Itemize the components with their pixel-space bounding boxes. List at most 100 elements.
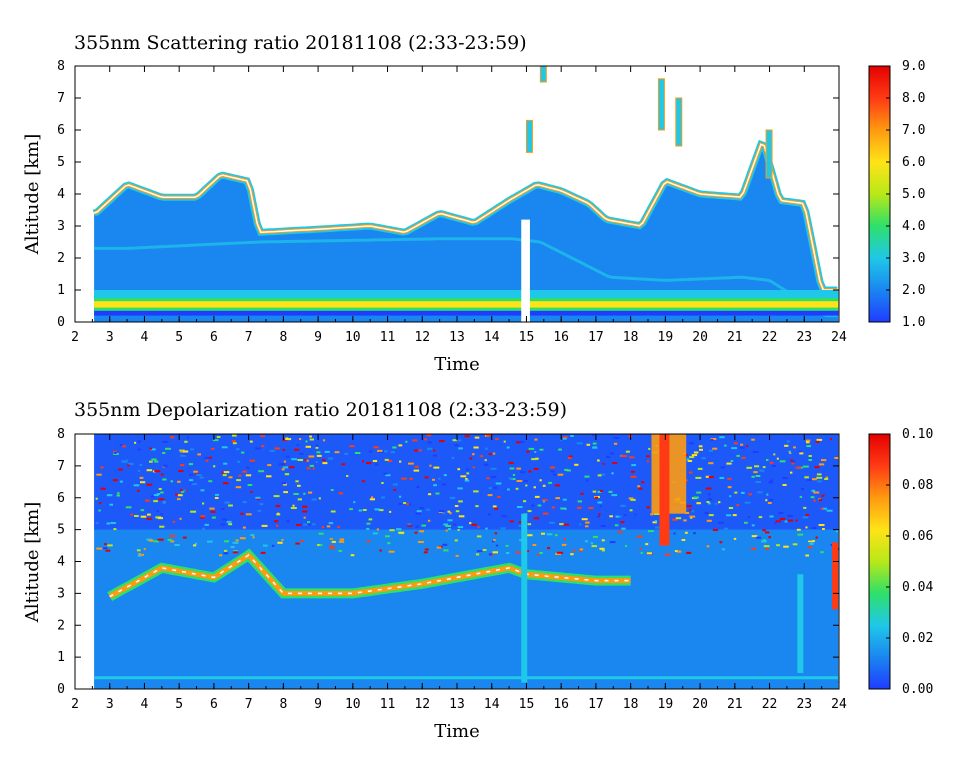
noise-speckle	[139, 463, 143, 466]
noise-speckle	[443, 549, 449, 552]
noise-speckle	[581, 518, 588, 521]
noise-speckle	[802, 516, 809, 519]
noise-speckle	[773, 453, 776, 456]
noise-speckle	[377, 449, 383, 452]
noise-speckle	[563, 507, 567, 510]
noise-speckle	[706, 519, 712, 522]
noise-speckle	[224, 501, 230, 504]
noise-speckle	[810, 496, 815, 499]
noise-speckle	[121, 460, 126, 463]
noise-speckle	[117, 492, 120, 495]
noise-speckle	[592, 446, 597, 449]
noise-speckle	[782, 477, 788, 480]
noise-speckle	[389, 529, 395, 532]
y-tick-label: 6	[57, 491, 65, 506]
noise-speckle	[362, 460, 364, 463]
noise-speckle	[303, 516, 306, 519]
noise-speckle	[542, 484, 546, 487]
noise-speckle	[465, 478, 468, 480]
noise-speckle	[488, 453, 492, 456]
noise-speckle	[283, 491, 288, 494]
noise-speckle	[127, 464, 130, 467]
noise-speckle	[584, 475, 590, 478]
y-tick-label: 1	[57, 283, 65, 298]
noise-speckle	[507, 488, 510, 491]
noise-speckle	[122, 445, 127, 448]
noise-speckle	[197, 453, 201, 456]
noise-speckle	[719, 436, 725, 439]
noise-speckle	[704, 512, 709, 515]
noise-speckle	[655, 526, 660, 529]
noise-speckle	[527, 510, 532, 513]
noise-speckle	[389, 510, 392, 513]
noise-speckle	[318, 497, 321, 500]
noise-speckle	[769, 461, 774, 464]
noise-speckle	[712, 529, 718, 531]
noise-speckle	[300, 540, 304, 543]
noise-speckle	[592, 535, 598, 538]
y-tick-label: 8	[57, 59, 65, 74]
noise-speckle	[805, 526, 808, 529]
noise-speckle	[290, 507, 297, 509]
noise-speckle	[368, 450, 373, 453]
noise-speckle	[210, 510, 216, 513]
noise-speckle	[477, 526, 480, 529]
noise-speckle	[719, 477, 725, 479]
noise-speckle	[518, 525, 524, 527]
noise-speckle	[413, 449, 418, 452]
noise-speckle	[381, 482, 384, 484]
x-tick-label: 12	[414, 697, 430, 712]
noise-speckle	[426, 542, 432, 545]
noise-speckle	[533, 486, 536, 489]
noise-speckle	[205, 459, 209, 462]
noise-speckle	[630, 470, 635, 473]
noise-speckle	[242, 526, 246, 529]
x-tick-label: 24	[831, 697, 847, 712]
noise-speckle	[309, 464, 314, 467]
noise-speckle	[751, 535, 758, 538]
noise-speckle	[818, 463, 825, 466]
noise-speckle	[646, 552, 653, 555]
noise-speckle	[157, 517, 163, 520]
noise-speckle	[713, 535, 719, 538]
noise-speckle	[457, 487, 463, 490]
noise-speckle	[252, 536, 255, 539]
noise-speckle	[184, 440, 188, 443]
noise-speckle	[554, 484, 560, 487]
noise-speckle	[789, 452, 792, 455]
noise-speckle	[398, 503, 402, 505]
noise-speckle	[219, 554, 223, 557]
noise-speckle	[557, 473, 564, 476]
noise-speckle	[175, 493, 179, 496]
noise-speckle	[497, 496, 501, 498]
x-tick-label: 10	[345, 330, 361, 345]
noise-speckle	[585, 525, 589, 528]
noise-speckle	[805, 554, 809, 557]
noise-speckle	[472, 453, 475, 456]
noise-speckle	[710, 438, 714, 441]
noise-speckle	[315, 446, 319, 449]
noise-speckle	[751, 438, 755, 441]
noise-speckle	[405, 440, 408, 443]
noise-speckle	[765, 548, 769, 551]
noise-speckle	[762, 539, 766, 542]
noise-speckle	[156, 510, 160, 513]
noise-speckle	[491, 554, 494, 557]
y-tick-label: 8	[57, 427, 65, 442]
noise-speckle	[539, 448, 544, 451]
noise-speckle	[188, 463, 193, 466]
noise-speckle	[393, 489, 397, 491]
noise-speckle	[600, 525, 606, 527]
noise-speckle	[751, 524, 755, 527]
noise-speckle	[523, 480, 529, 483]
noise-speckle	[693, 451, 699, 454]
noise-speckle	[260, 551, 266, 554]
noise-speckle	[476, 550, 483, 553]
noise-speckle	[106, 494, 113, 497]
noise-speckle	[636, 535, 643, 538]
noise-speckle	[193, 544, 197, 547]
noise-speckle	[368, 518, 373, 521]
noise-speckle	[119, 480, 123, 483]
noise-speckle	[162, 441, 168, 443]
noise-speckle	[133, 484, 140, 487]
